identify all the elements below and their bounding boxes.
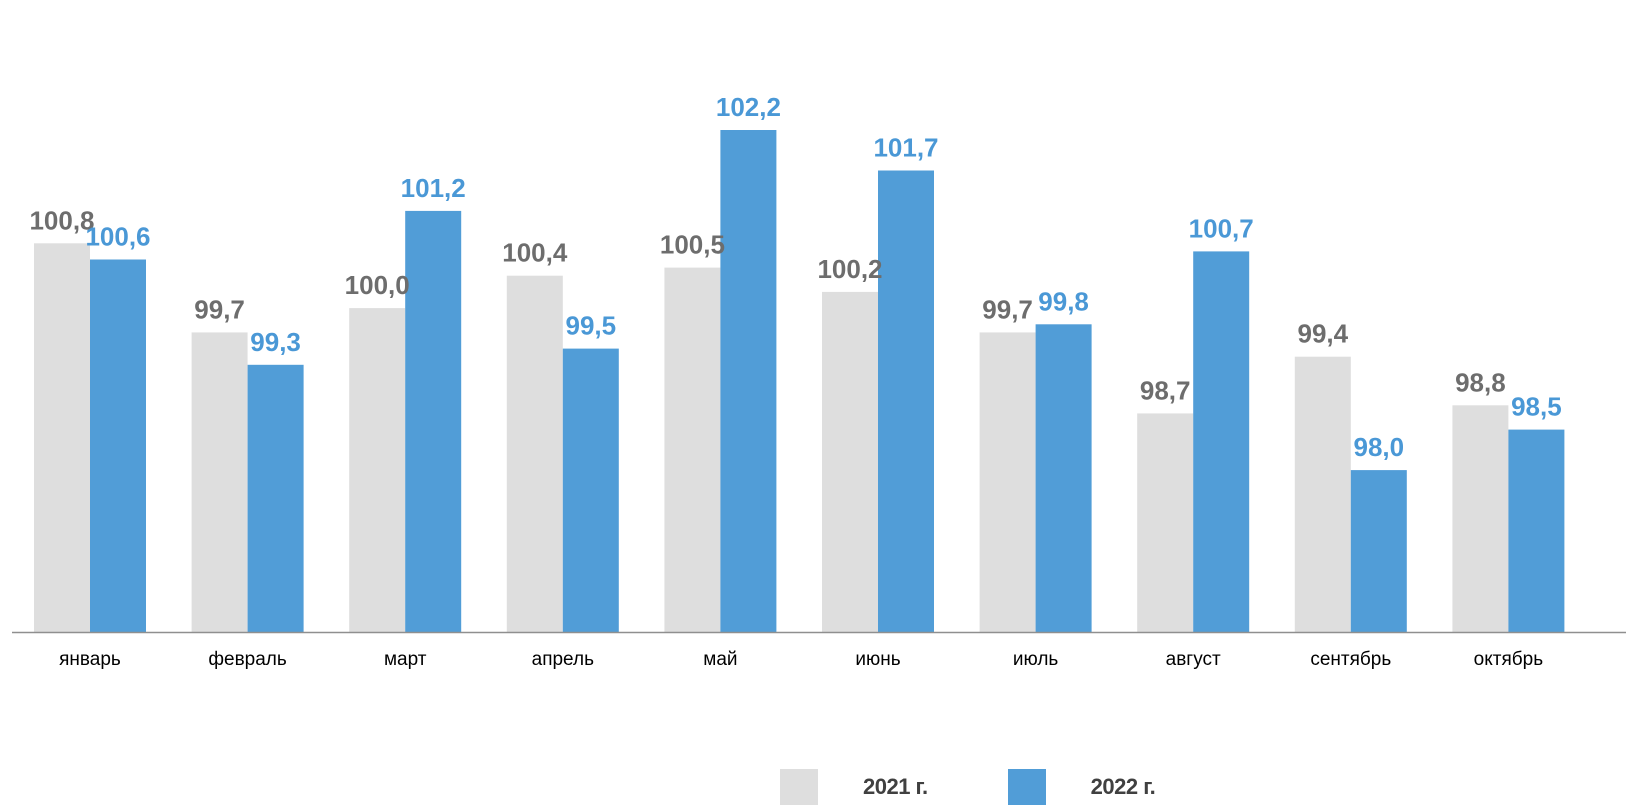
legend-label-2022: 2022 г.	[1090, 774, 1156, 799]
x-tick-label-2: февраль	[208, 649, 287, 670]
data-label-2021-2: 99,7	[194, 294, 245, 324]
data-label-2022-10: 98,5	[1511, 392, 1562, 422]
data-label-2022-4: 99,5	[565, 311, 616, 341]
x-tick-label-1: январь	[59, 649, 121, 670]
bar-2021-6	[822, 291, 878, 632]
x-tick-label-10: октябрь	[1474, 649, 1544, 670]
x-tick-labels: январь февраль март апрель май июнь июль август…	[59, 649, 1543, 670]
x-tick-label-9: сентябрь	[1310, 649, 1391, 670]
legend: 2021 г. 2022 г.	[780, 767, 1156, 807]
data-label-2021-9: 99,4	[1297, 319, 1348, 349]
bar-2022-9	[1350, 470, 1407, 632]
legend-label-2021: 2021 г.	[863, 774, 928, 799]
data-label-2022-2: 99,3	[250, 327, 301, 357]
data-label-2022-8: 100,7	[1189, 213, 1254, 243]
bar-2022-3	[405, 210, 462, 632]
bar-2021-10	[1452, 405, 1509, 632]
data-label-2021-7: 99,7	[982, 294, 1033, 324]
legend-item-2021: 2021 г.	[780, 769, 928, 805]
data-label-2021-5: 100,5	[660, 230, 725, 260]
data-label-2021-10: 98,8	[1455, 367, 1506, 397]
bar-2022-5	[720, 130, 777, 632]
bar-2022-7	[1035, 324, 1092, 632]
bar-2022-6	[878, 170, 934, 632]
data-label-2022-9: 98,0	[1353, 432, 1404, 462]
data-label-2021-1: 100,8	[29, 205, 94, 235]
bar-2021-8	[1137, 413, 1194, 632]
data-label-2022-3: 101,2	[401, 173, 466, 203]
data-label-2021-4: 100,4	[502, 238, 568, 268]
x-tick-label-5: май	[703, 649, 737, 670]
labels-layer: 100,8100,699,799,3100,0101,2100,499,5100…	[29, 92, 1561, 462]
legend-swatch-2021	[780, 769, 818, 805]
data-label-2022-7: 99,8	[1038, 286, 1089, 316]
bar-2021-3	[349, 308, 406, 632]
data-label-2022-6: 101,7	[873, 133, 938, 163]
x-tick-label-4: апрель	[532, 649, 594, 670]
x-tick-label-6: июнь	[855, 649, 900, 670]
data-label-2021-6: 100,2	[817, 254, 882, 284]
bars-layer	[34, 130, 1565, 633]
bar-2022-8	[1193, 251, 1250, 632]
bar-2021-1	[34, 243, 90, 633]
bar-2022-1	[90, 259, 146, 632]
legend-item-2022: 2022 г.	[1007, 769, 1156, 805]
x-tick-label-3: март	[384, 649, 427, 670]
data-label-2021-8: 98,7	[1140, 375, 1191, 405]
bar-2022-4	[562, 348, 619, 632]
data-label-2021-3: 100,0	[345, 270, 410, 300]
bar-2022-10	[1508, 429, 1565, 632]
data-label-2022-1: 100,6	[85, 222, 150, 252]
bar-2021-7	[979, 332, 1036, 632]
x-tick-label-7: июль	[1013, 649, 1059, 670]
bar-2021-4	[506, 275, 563, 632]
bar-2021-2	[191, 332, 248, 632]
bar-2022-2	[247, 364, 304, 632]
legend-swatch-2022	[1007, 769, 1046, 805]
x-tick-label-8: август	[1166, 649, 1221, 670]
bar-2021-9	[1294, 356, 1351, 632]
data-label-2022-5: 102,2	[716, 92, 781, 122]
bar-2021-5	[664, 267, 721, 632]
